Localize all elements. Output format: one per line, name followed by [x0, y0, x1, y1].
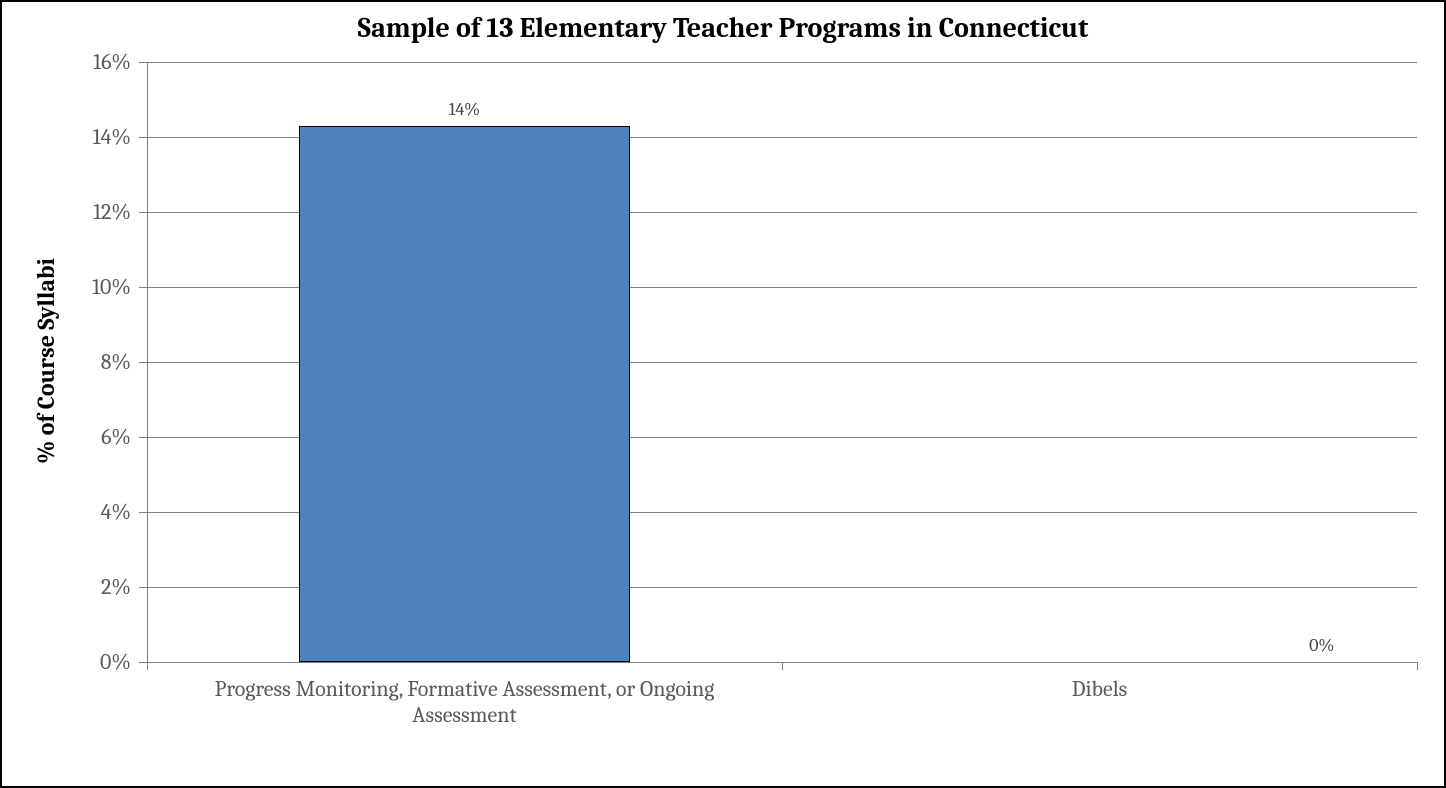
y-axis-line — [147, 62, 148, 662]
y-axis-label: % of Course Syllabi — [32, 161, 60, 561]
y-tick-label: 2% — [61, 574, 131, 600]
x-tick-mark — [147, 662, 148, 670]
category-label: Dibels — [814, 676, 1386, 702]
chart-title: Sample of 13 Elementary Teacher Programs… — [2, 12, 1444, 44]
y-tick-mark — [139, 362, 147, 363]
bar-value-label: 14% — [449, 99, 480, 120]
category-label: Progress Monitoring, Formative Assessmen… — [179, 676, 751, 729]
y-tick-mark — [139, 587, 147, 588]
y-tick-label: 0% — [61, 649, 131, 675]
y-tick-label: 10% — [61, 274, 131, 300]
y-tick-label: 12% — [61, 199, 131, 225]
x-tick-mark — [1417, 662, 1418, 670]
y-tick-mark — [139, 212, 147, 213]
x-tick-mark — [782, 662, 783, 670]
chart-frame: Sample of 13 Elementary Teacher Programs… — [0, 0, 1446, 788]
y-tick-mark — [139, 287, 147, 288]
bar-value-label: 0% — [1309, 635, 1334, 656]
plot-area: 0%2%4%6%8%10%12%14%16%14%Progress Monito… — [147, 62, 1417, 662]
y-tick-label: 4% — [61, 499, 131, 525]
bar — [299, 126, 629, 662]
y-tick-label: 16% — [61, 49, 131, 75]
y-tick-mark — [139, 662, 147, 663]
y-tick-label: 8% — [61, 349, 131, 375]
y-tick-label: 6% — [61, 424, 131, 450]
y-tick-mark — [139, 512, 147, 513]
y-tick-mark — [139, 62, 147, 63]
y-tick-label: 14% — [61, 124, 131, 150]
y-tick-mark — [139, 437, 147, 438]
gridline — [147, 62, 1417, 63]
y-tick-mark — [139, 137, 147, 138]
